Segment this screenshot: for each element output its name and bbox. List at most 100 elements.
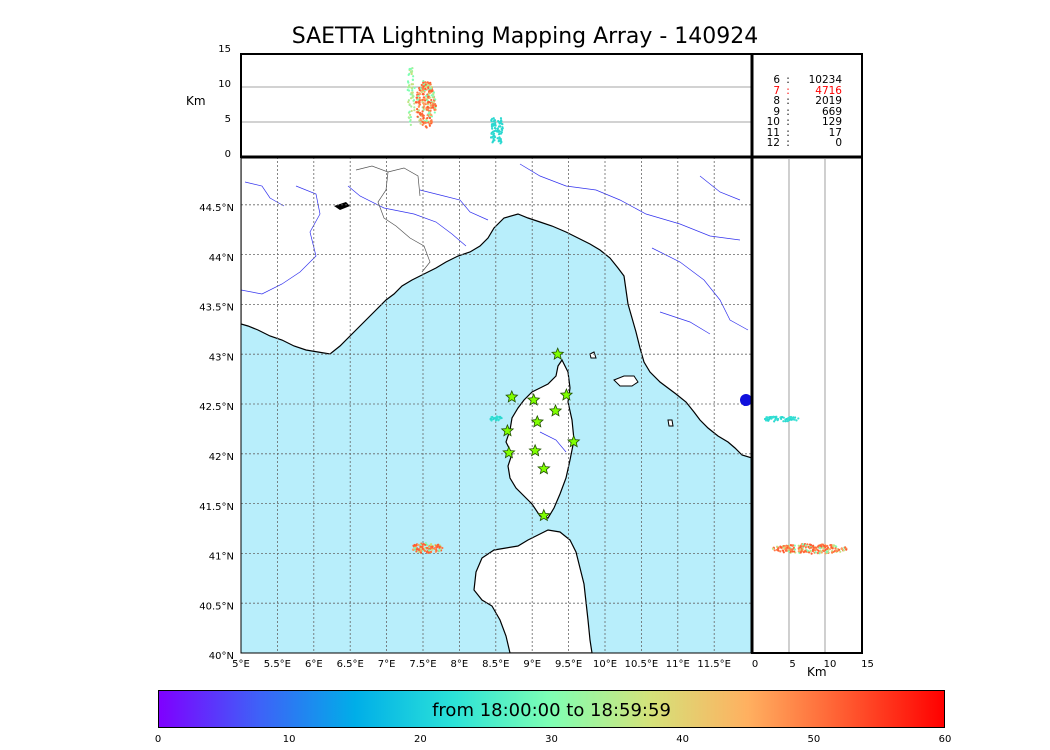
lightning-source bbox=[421, 110, 424, 113]
lightning-source bbox=[430, 120, 433, 124]
lightning-source bbox=[423, 90, 426, 93]
lightning-source bbox=[500, 120, 503, 123]
lightning-source bbox=[797, 547, 800, 550]
lightning-source bbox=[428, 124, 431, 127]
lightning-source bbox=[793, 418, 796, 421]
lightning-source bbox=[496, 137, 499, 140]
lightning-source bbox=[824, 545, 827, 548]
lightning-source bbox=[818, 552, 821, 555]
lightning-source bbox=[426, 543, 429, 547]
station-count-sep: : bbox=[786, 105, 790, 118]
lightning-source bbox=[777, 547, 780, 550]
station-count-row: 9: 669 bbox=[756, 105, 856, 118]
lightning-source bbox=[408, 72, 411, 76]
lightning-source bbox=[799, 551, 802, 554]
lightning-source bbox=[492, 139, 495, 142]
lightning-source bbox=[424, 81, 427, 84]
lightning-source bbox=[422, 106, 425, 109]
lightning-source bbox=[432, 91, 435, 94]
altitude-longitude-panel bbox=[241, 67, 752, 145]
lightning-source bbox=[419, 119, 422, 122]
lightning-source bbox=[416, 543, 420, 546]
lightning-source-cluster bbox=[740, 394, 752, 406]
station-marker bbox=[559, 387, 574, 401]
lightning-source bbox=[426, 546, 429, 550]
lightning-source bbox=[408, 120, 412, 123]
lightning-source bbox=[413, 106, 416, 109]
lightning-source bbox=[809, 550, 812, 553]
lightning-source bbox=[804, 549, 807, 552]
station-count-row: 10: 129 bbox=[756, 117, 856, 128]
lightning-source bbox=[424, 94, 428, 98]
station-count-count: 669 bbox=[821, 105, 842, 118]
lightning-source bbox=[425, 119, 428, 123]
lightning-source bbox=[422, 80, 425, 83]
lightning-source bbox=[421, 120, 424, 123]
lightning-source bbox=[416, 108, 419, 111]
lightning-source bbox=[792, 546, 795, 549]
lake bbox=[334, 202, 350, 210]
lightning-source bbox=[492, 117, 495, 120]
lightning-source bbox=[771, 415, 774, 419]
lightning-source bbox=[424, 87, 427, 90]
lightning-source bbox=[795, 419, 798, 422]
lightning-source bbox=[498, 121, 501, 124]
lightning-source bbox=[410, 72, 413, 76]
lightning-source bbox=[416, 111, 420, 114]
lightning-source bbox=[428, 116, 432, 120]
lightning-source bbox=[825, 551, 828, 554]
lightning-source bbox=[840, 547, 843, 550]
lightning-source bbox=[804, 546, 807, 549]
map-lightning-sources bbox=[411, 394, 752, 554]
lightning-source bbox=[419, 543, 422, 546]
lightning-source bbox=[500, 416, 503, 420]
lightning-source bbox=[420, 549, 423, 552]
lightning-source bbox=[839, 550, 842, 553]
lightning-source bbox=[406, 88, 409, 92]
lightning-source bbox=[411, 93, 414, 96]
lightning-source bbox=[764, 419, 768, 422]
lightning-source bbox=[431, 106, 434, 109]
lightning-source bbox=[790, 418, 793, 421]
lightning-source bbox=[797, 417, 800, 420]
top-y-tick-label: 0 bbox=[225, 149, 231, 160]
lightning-source bbox=[418, 100, 421, 103]
station-count-count: 2019 bbox=[815, 95, 842, 107]
lightning-source bbox=[775, 417, 779, 420]
lon-tick-label: 5.5°E bbox=[264, 659, 291, 670]
lightning-source bbox=[426, 117, 429, 120]
lightning-source bbox=[785, 547, 788, 551]
lightning-source bbox=[797, 550, 800, 553]
lightning-source bbox=[775, 545, 779, 548]
lightning-source bbox=[408, 116, 411, 120]
lightning-source bbox=[820, 545, 823, 548]
lightning-source bbox=[415, 96, 418, 99]
lightning-source bbox=[417, 550, 420, 554]
lightning-source bbox=[811, 549, 815, 553]
lightning-source bbox=[407, 81, 410, 84]
station-count-row: 12: 0 bbox=[756, 138, 856, 149]
lon-tick-label: 9°E bbox=[523, 659, 541, 670]
station-count-sep: : bbox=[786, 116, 790, 128]
lightning-source bbox=[496, 129, 499, 132]
lightning-source bbox=[493, 126, 497, 130]
lightning-source bbox=[806, 543, 809, 546]
lightning-source bbox=[426, 105, 429, 109]
lightning-source bbox=[820, 551, 823, 554]
lat-tick-label: 43°N bbox=[209, 352, 234, 363]
lightning-source bbox=[781, 416, 784, 419]
lightning-source bbox=[784, 549, 788, 552]
lightning-source bbox=[421, 87, 424, 90]
lightning-source bbox=[429, 104, 432, 107]
lightning-source bbox=[410, 69, 414, 73]
lightning-source bbox=[825, 547, 829, 551]
lightning-source bbox=[417, 105, 420, 108]
lightning-source bbox=[792, 550, 796, 553]
lightning-source bbox=[809, 543, 813, 547]
lightning-source bbox=[791, 416, 794, 420]
lightning-source bbox=[498, 136, 501, 139]
lightning-source bbox=[413, 102, 416, 105]
station-marker bbox=[567, 434, 581, 448]
lat-ticks: 44.5°N 44°N 43.5°N 43°N 42.5°N 42°N 41.5°N 41°N… bbox=[199, 203, 234, 662]
lightning-source bbox=[417, 94, 420, 98]
